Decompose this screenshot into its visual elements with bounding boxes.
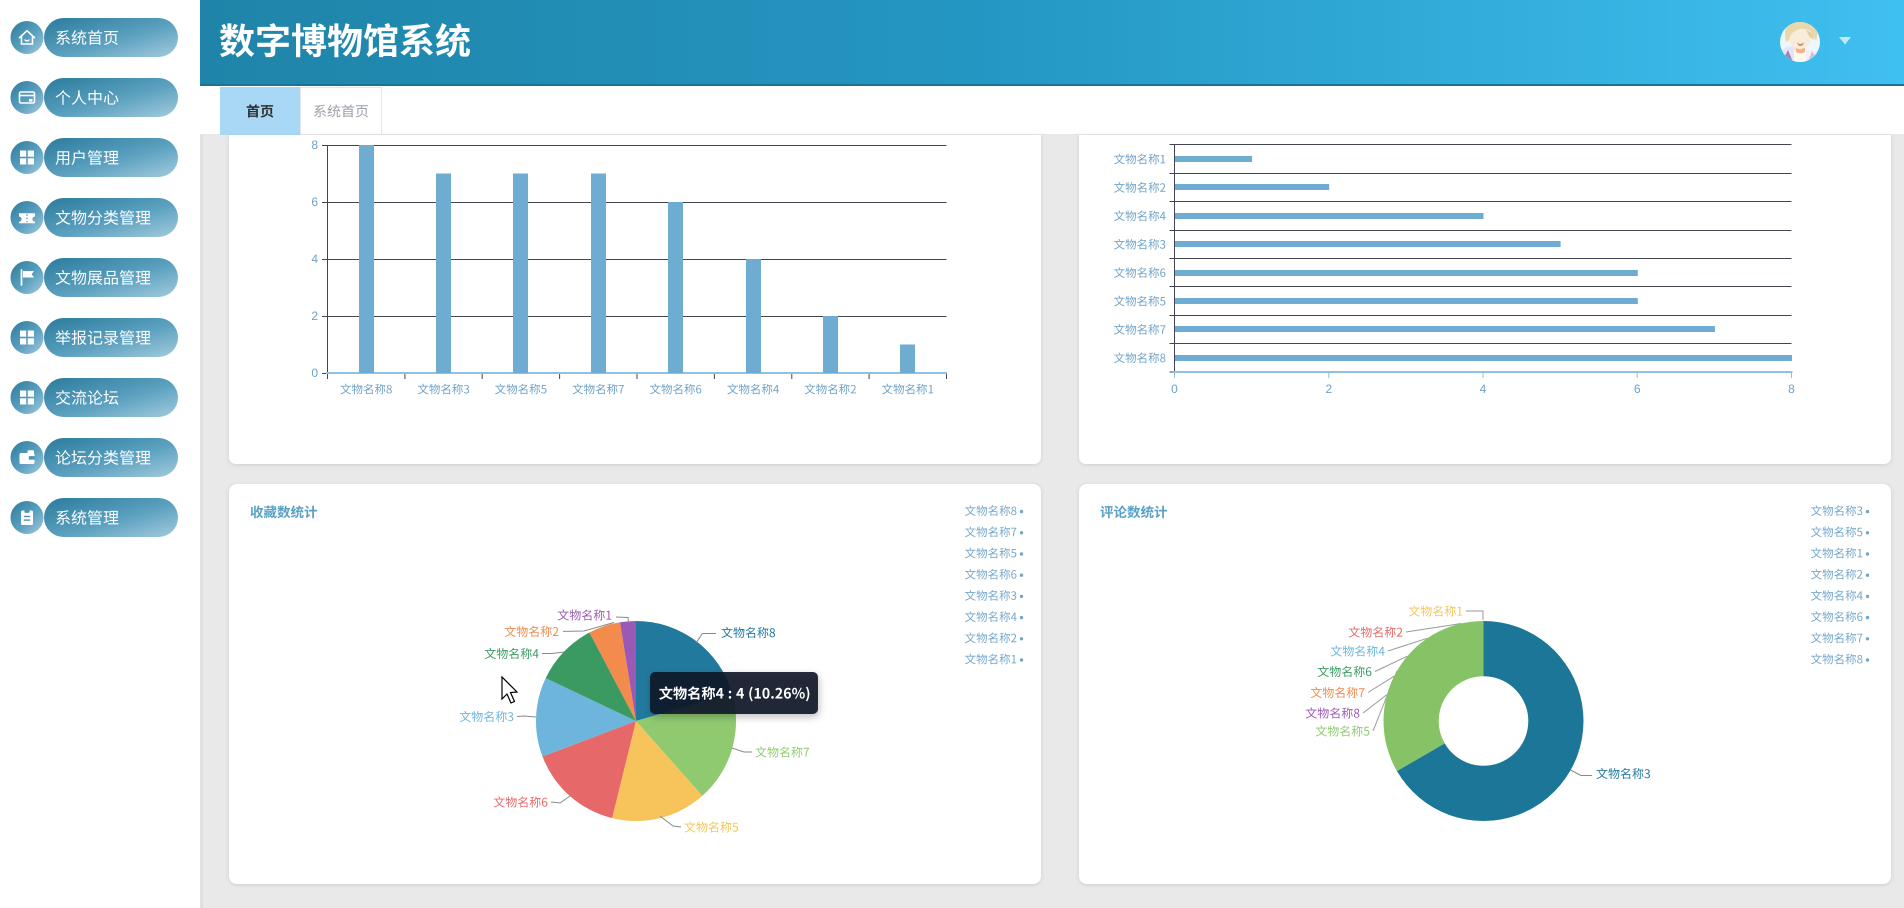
svg-text:4: 4 (1480, 382, 1487, 396)
svg-text:2: 2 (1325, 382, 1332, 396)
svg-text:0: 0 (1171, 382, 1178, 396)
svg-text:8: 8 (1788, 382, 1795, 396)
svg-text:6: 6 (311, 195, 318, 209)
svg-text:2: 2 (311, 309, 318, 323)
svg-text:8: 8 (311, 138, 318, 152)
svg-text:0: 0 (311, 366, 318, 380)
svg-text:4: 4 (311, 252, 318, 266)
svg-text:6: 6 (1634, 382, 1641, 396)
